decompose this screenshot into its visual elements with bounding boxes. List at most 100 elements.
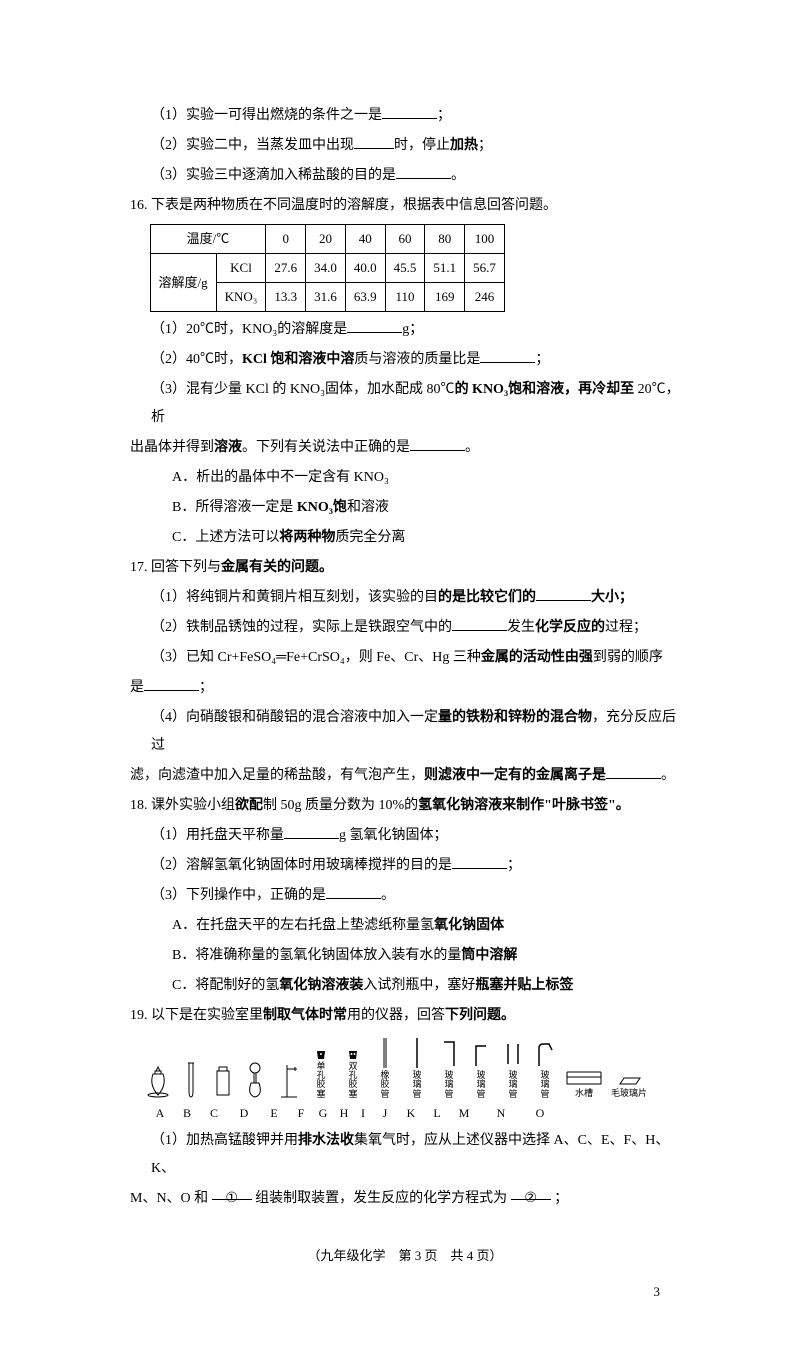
letter: N [482, 1101, 520, 1125]
q17-title: 17. 回答下列与金属有关的问题。 [130, 554, 680, 582]
letter: F [294, 1101, 308, 1125]
q16-optC: C．上述方法可以将两种物质完全分离 [130, 524, 680, 552]
q17-4b: 滤，向滤渣中加入足量的稀盐酸，有气泡产生，则滤液中一定有的金属离子是。 [130, 762, 680, 790]
blank: ① [212, 1185, 252, 1200]
cell: 20 [306, 225, 346, 254]
text: 用的仪器，回答 [347, 1008, 445, 1023]
text: ； [437, 108, 451, 123]
letter: A [148, 1101, 172, 1125]
apparatus-c [211, 1065, 235, 1099]
page-number: 3 [130, 1279, 680, 1305]
glass-tube-icon [412, 1036, 422, 1070]
q15-2: （2）实验二中，当蒸发皿中出现时，停止加热； [130, 132, 680, 160]
circled: ② [524, 1191, 537, 1206]
label: 水槽 [575, 1089, 593, 1099]
rubber-tube-icon [379, 1036, 391, 1070]
letter: L [428, 1101, 446, 1125]
text: 发生 [507, 620, 535, 635]
blank [480, 348, 535, 363]
blank [396, 164, 451, 179]
q18-optA: A．在托盘天平的左右托盘上垫滤纸称量氢氧化钠固体 [130, 912, 680, 940]
text: （2）40℃时， [151, 352, 242, 367]
text: （3）下列操作中，正确的是 [151, 888, 326, 903]
text: 。 [465, 440, 479, 455]
q18-title: 18. 课外实验小组欲配制 50g 质量分数为 10%的氢氧化钠溶液来制作"叶脉… [130, 792, 680, 820]
cell: 27.6 [266, 254, 306, 283]
cell: 40 [345, 225, 385, 254]
letter: O [528, 1101, 552, 1125]
text: 过程； [605, 620, 647, 635]
label: 单孔胶塞 [315, 1062, 327, 1100]
glass-tube-icon [504, 1040, 522, 1070]
text: （3）混有少量 KCl 的 KNO₃固体，加水配成 80℃ [151, 382, 455, 397]
text: 19. 以下是在实验室里 [130, 1008, 263, 1023]
text: 将两种物 [279, 530, 335, 545]
glass-tube-icon [440, 1040, 458, 1070]
text: 滤，向滤渣中加入足量的稀盐酸，有气泡产生， [130, 768, 424, 783]
label: 玻璃管 [507, 1071, 519, 1099]
cell: 31.6 [306, 283, 346, 312]
q18-optC: C．将配制好的氢氧化钠溶液装入试剂瓶中，塞好瓶塞并贴上标签 [130, 972, 680, 1000]
letter: H [338, 1101, 350, 1125]
text: （1）用托盘天平称量 [151, 828, 284, 843]
blank [452, 616, 507, 631]
text: KCl 饱和溶液中溶 [242, 352, 354, 367]
text: 的 KNO₃饱和溶液，再冷却至 [455, 382, 635, 397]
text: 质与溶液的质量比是 [354, 352, 480, 367]
q17-4: （4）向硝酸银和硝酸铝的混合溶液中加入一定量的铁粉和锌粉的混合物，充分反应后过 [130, 704, 680, 760]
apparatus-k: 玻璃管 [469, 1040, 493, 1099]
blank [326, 884, 381, 899]
cell: 温度/℃ [150, 225, 266, 254]
apparatus-l: 玻璃管 [501, 1040, 525, 1099]
q16-title: 16. 下表是两种物质在不同温度时的溶解度，根据表中信息回答问题。 [130, 192, 680, 220]
cell: KCl [216, 254, 266, 283]
cell: 63.9 [345, 283, 385, 312]
text: 的是比较它们的 [438, 590, 536, 605]
q18-optB: B．将准确称量的氢氧化钠固体放入装有水的量筒中溶解 [130, 942, 680, 970]
q18-3: （3）下列操作中，正确的是。 [130, 882, 680, 910]
cell: KNO₃ [216, 283, 266, 312]
q16-3b: 出晶体并得到溶液。下列有关说法中正确的是。 [130, 434, 680, 462]
q19-1b: M、N、O 和 ① 组装制取装置，发生反应的化学方程式为 ② ； [130, 1185, 680, 1213]
cell: 246 [465, 283, 505, 312]
apparatus-b [179, 1061, 203, 1099]
apparatus-j: 玻璃管 [437, 1040, 461, 1099]
label: 玻璃管 [411, 1071, 423, 1099]
text: 。 [451, 168, 465, 183]
letter: I [358, 1101, 368, 1125]
solubility-table: 温度/℃ 0 20 40 60 80 100 溶解度/g KCl 27.6 34… [150, 224, 505, 312]
text: g 氢氧化钠固体； [339, 828, 448, 843]
q17-3: （3）已知 Cr+FeSO₄═Fe+CrSO₄，则 Fe、Cr、Hg 三种金属的… [130, 644, 680, 672]
text: 下列问题。 [445, 1008, 515, 1023]
cell: 34.0 [306, 254, 346, 283]
blank [347, 318, 402, 333]
apparatus-i: 玻璃管 [405, 1036, 429, 1099]
apparatus-o: 毛玻璃片 [611, 1074, 647, 1099]
text: ═ [276, 650, 286, 665]
letter: K [402, 1101, 420, 1125]
text: ； [554, 1191, 568, 1206]
q16-1: （1）20℃时，KNO₃的溶解度是g； [130, 316, 680, 344]
bottle-icon [211, 1065, 235, 1099]
label: 玻璃管 [539, 1071, 551, 1099]
text: 排水法收 [298, 1133, 354, 1148]
text: 组装制取装置，发生反应的化学方程式为 [255, 1191, 507, 1206]
text: 制取气体时常 [263, 1008, 347, 1023]
text: （1）加热高锰酸钾并用 [151, 1133, 298, 1148]
label: 玻璃管 [443, 1071, 455, 1099]
text: （1）20℃时，KNO₃的溶解度是 [151, 322, 347, 337]
cell: 110 [385, 283, 425, 312]
table-row: 溶解度/g KCl 27.6 34.0 40.0 45.5 51.1 56.7 [150, 254, 504, 283]
label: 玻璃管 [475, 1071, 487, 1099]
cell: 169 [425, 283, 465, 312]
text: ； [199, 680, 213, 695]
apparatus-letters: A B C D E F G H I J K L M N O [148, 1101, 680, 1125]
glass-tube-icon [472, 1040, 490, 1070]
text: 。 [661, 768, 675, 783]
text: 瓶塞并贴上标签 [475, 978, 573, 993]
text: B．将准确称量的氢氧化钠固体放入装有水的量 [172, 948, 461, 963]
apparatus-n: 水槽 [565, 1068, 603, 1099]
cell: 100 [465, 225, 505, 254]
q15-3: （3）实验三中逐滴加入稀盐酸的目的是。 [130, 162, 680, 190]
text: 化学反应的 [535, 620, 605, 635]
